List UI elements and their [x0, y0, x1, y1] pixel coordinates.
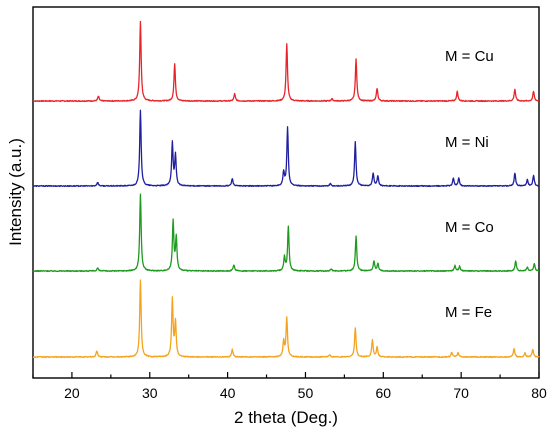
- x-axis-tick-labels: 20 30 40 50 60 70 80: [64, 385, 547, 401]
- x-axis-title: 2 theta (Deg.): [234, 408, 338, 427]
- x-axis-ticks: [32, 372, 540, 378]
- x-tick-label: 30: [142, 385, 158, 401]
- y-axis-title: Intensity (a.u.): [6, 138, 25, 246]
- x-tick-label: 60: [376, 385, 392, 401]
- series-line: [32, 109, 540, 188]
- series-label: M = Co: [445, 219, 494, 236]
- x-tick-label: 40: [220, 385, 236, 401]
- series-label: M = Cu: [445, 48, 494, 65]
- series-labels: M = Cu M = Ni M = Co M = Fe: [445, 48, 494, 321]
- x-tick-label: 80: [531, 385, 547, 401]
- series-line: [32, 20, 540, 103]
- series-label: M = Fe: [445, 304, 492, 321]
- series-layer: [32, 20, 540, 359]
- x-tick-label: 50: [298, 385, 314, 401]
- x-tick-label: 70: [453, 385, 469, 401]
- series-label: M = Ni: [445, 134, 489, 151]
- series-line: [32, 279, 540, 359]
- series-line: [32, 193, 540, 273]
- plot-frame: [32, 6, 540, 379]
- x-tick-label: 20: [64, 385, 80, 401]
